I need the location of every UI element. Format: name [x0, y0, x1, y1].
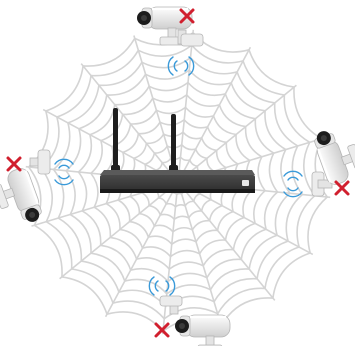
- web-spoke: [177, 181, 223, 329]
- web-ring: [52, 56, 304, 308]
- cctv-bullet-camera-icon: [0, 165, 46, 232]
- nvr-antenna-left-icon: [113, 108, 118, 172]
- cctv-bullet-camera-icon: [174, 314, 231, 346]
- camera-bottom: [148, 276, 231, 346]
- red-x-icon: [334, 180, 350, 196]
- red-x-icon: [6, 156, 22, 172]
- web-ring: [65, 69, 291, 295]
- web-ring: [77, 81, 279, 283]
- web-ring: [89, 93, 266, 271]
- wifi-signal-waves-icon: [54, 158, 74, 186]
- red-x-icon: [154, 322, 170, 338]
- camera-right: [283, 121, 355, 198]
- nvr-body: [100, 175, 255, 193]
- camera-top: [136, 6, 204, 76]
- nvr-recorder-icon: [100, 108, 255, 193]
- nvr-antenna-right-icon: [171, 114, 176, 172]
- camera-left: [0, 149, 74, 232]
- web-ring: [27, 31, 328, 333]
- signal-range-web: [25, 29, 331, 335]
- nvr-logo-badge: [242, 180, 249, 186]
